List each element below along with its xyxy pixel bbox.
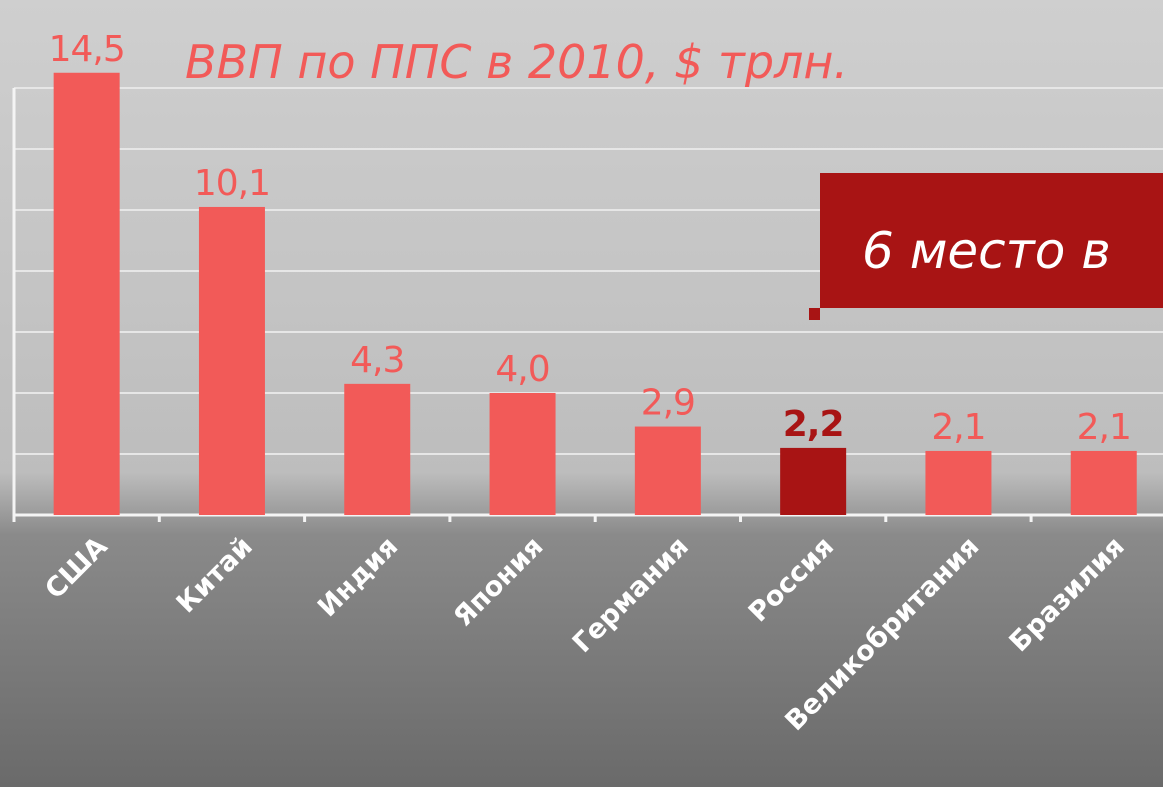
bar — [925, 450, 992, 515]
chart-title: ВВП по ППС в 2010, $ трлн. — [185, 35, 848, 89]
bar — [780, 447, 847, 515]
value-label: 2,9 — [641, 383, 695, 424]
bar — [1070, 450, 1137, 515]
bar — [198, 206, 265, 515]
value-label: 4,0 — [495, 349, 549, 390]
bar — [489, 393, 556, 515]
annotation-box — [820, 173, 1163, 308]
annotation: 6 место в — [862, 222, 1111, 280]
value-label: 2,1 — [1077, 407, 1131, 448]
annotation-marker — [809, 308, 820, 320]
value-label: 14,5 — [49, 29, 125, 70]
bar — [634, 426, 701, 515]
bar — [53, 72, 120, 515]
value-label: 2,1 — [931, 407, 985, 448]
value-label: 10,1 — [194, 163, 270, 204]
value-label: 4,3 — [350, 340, 404, 381]
value-label: 2,2 — [783, 404, 844, 445]
bar — [344, 383, 411, 515]
